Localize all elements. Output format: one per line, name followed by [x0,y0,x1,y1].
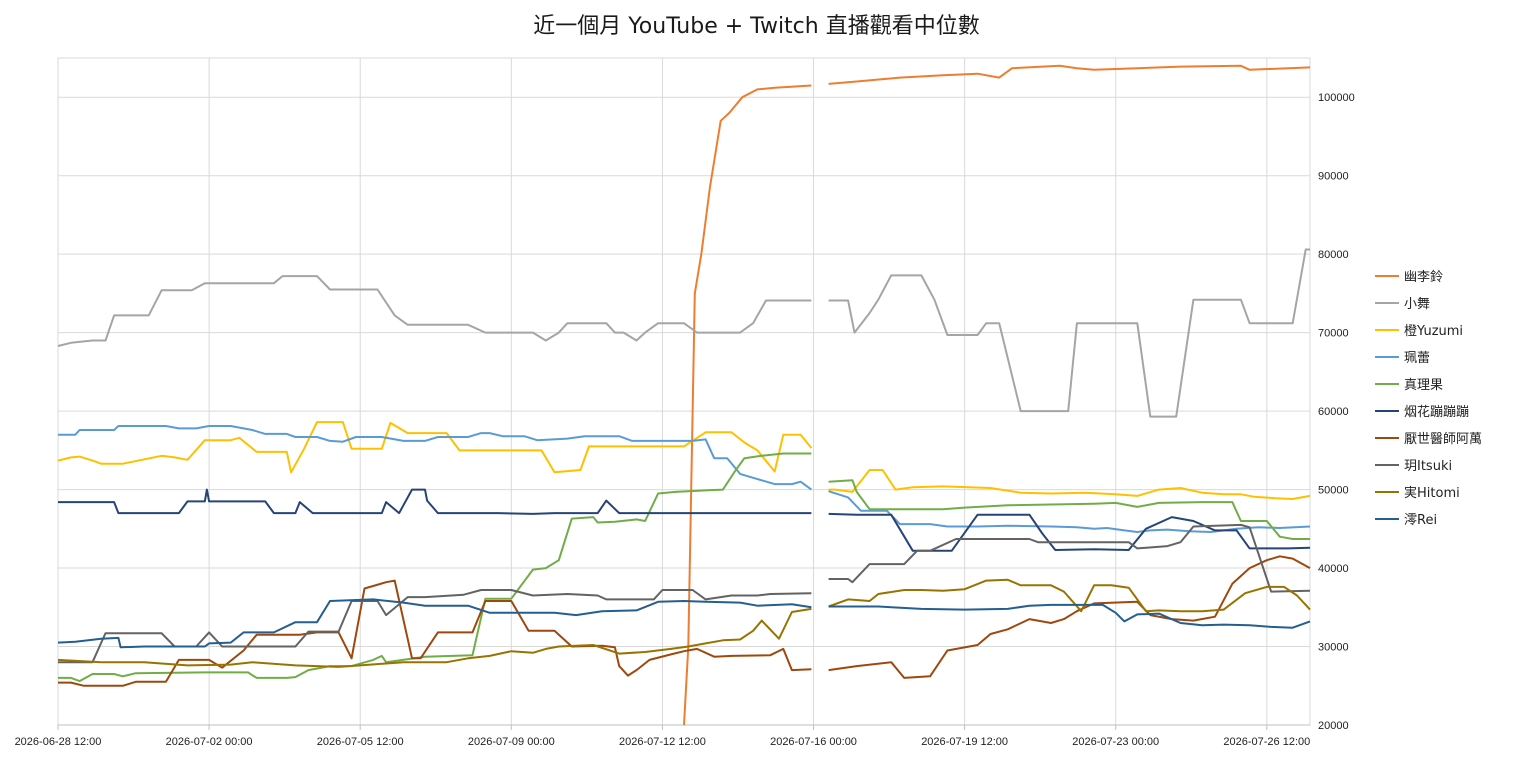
series-line-2-a [57,421,813,474]
series-line-3-a [58,425,812,491]
series-lines [57,64,1311,726]
x-tick-label: 2026-07-19 12:00 [921,736,1008,748]
legend-label: 真理果 [1404,378,1443,393]
x-tick-label: 2026-06-28 12:00 [15,736,102,748]
series-line-6-a [58,579,812,687]
axes: 20000 30000 40000 50000 60000 70000 80000 90000… [15,92,1355,748]
series-line-9-a [57,598,812,649]
series-line-5-a [58,488,812,515]
series-line-7-a [58,589,812,664]
x-tick-label: 2026-07-16 00:00 [770,736,857,748]
series-line-6-b [828,555,1311,679]
series-line-0-b [828,64,1311,85]
x-tick-label: 2026-07-09 00:00 [468,736,555,748]
x-tick-label: 2026-07-02 00:00 [166,736,253,748]
series-line-7-b [828,523,1311,593]
y-tick-label: 50000 [1318,485,1349,497]
y-tick-label: 20000 [1318,720,1349,732]
series-line-1-b [828,248,1310,418]
x-tick-label: 2026-07-05 12:00 [317,736,404,748]
plot-area [57,57,1311,726]
legend-label: 橙Yuzumi [1404,324,1463,339]
series-line-2-b [828,469,1311,500]
y-tick-label: 70000 [1318,328,1349,340]
series-line-4-b [828,479,1310,540]
legend-label: 澪Rei [1404,513,1437,528]
x-tick-label: 2026-07-12 12:00 [619,736,706,748]
legend-label: 珮蕾 [1404,351,1430,366]
legend-label: 烟花蹦蹦蹦 [1404,404,1469,420]
chart-title: 近一個月 YouTube + Twitch 直播觀看中位數 [533,14,980,39]
x-tick-label: 2026-07-26 12:00 [1223,736,1310,748]
legend-label: 幽李鈴 [1404,270,1443,285]
x-tick-label: 2026-07-23 00:00 [1072,736,1159,748]
series-line-8-a [57,607,812,668]
series-line-5-b [828,512,1311,552]
series-line-9-b [828,603,1311,629]
y-tick-label: 40000 [1318,563,1349,575]
series-line-8-b [828,578,1311,613]
legend-label: 厭世醫師阿萬 [1404,432,1482,447]
y-tick-label: 60000 [1318,406,1349,418]
legend-label: 玥Itsuki [1404,459,1452,474]
legend-label: 小舞 [1404,297,1430,312]
grid [57,57,1311,726]
y-tick-label: 90000 [1318,171,1349,183]
y-tick-label: 80000 [1318,249,1349,261]
series-line-1-a [57,275,812,347]
series-line-0-a [683,84,812,726]
y-tick-label: 30000 [1318,642,1349,654]
legend-label: 実Hitomi [1404,485,1460,501]
y-tick-label: 100000 [1318,92,1355,104]
